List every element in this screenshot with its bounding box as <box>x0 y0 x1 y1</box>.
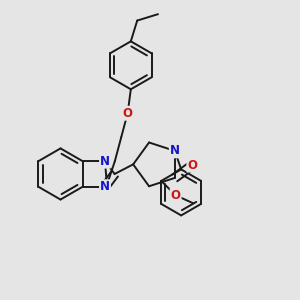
Text: O: O <box>188 159 197 172</box>
Text: O: O <box>123 107 133 120</box>
Text: O: O <box>171 189 181 202</box>
Text: N: N <box>100 155 110 168</box>
Text: N: N <box>100 180 110 193</box>
Text: N: N <box>170 144 180 158</box>
